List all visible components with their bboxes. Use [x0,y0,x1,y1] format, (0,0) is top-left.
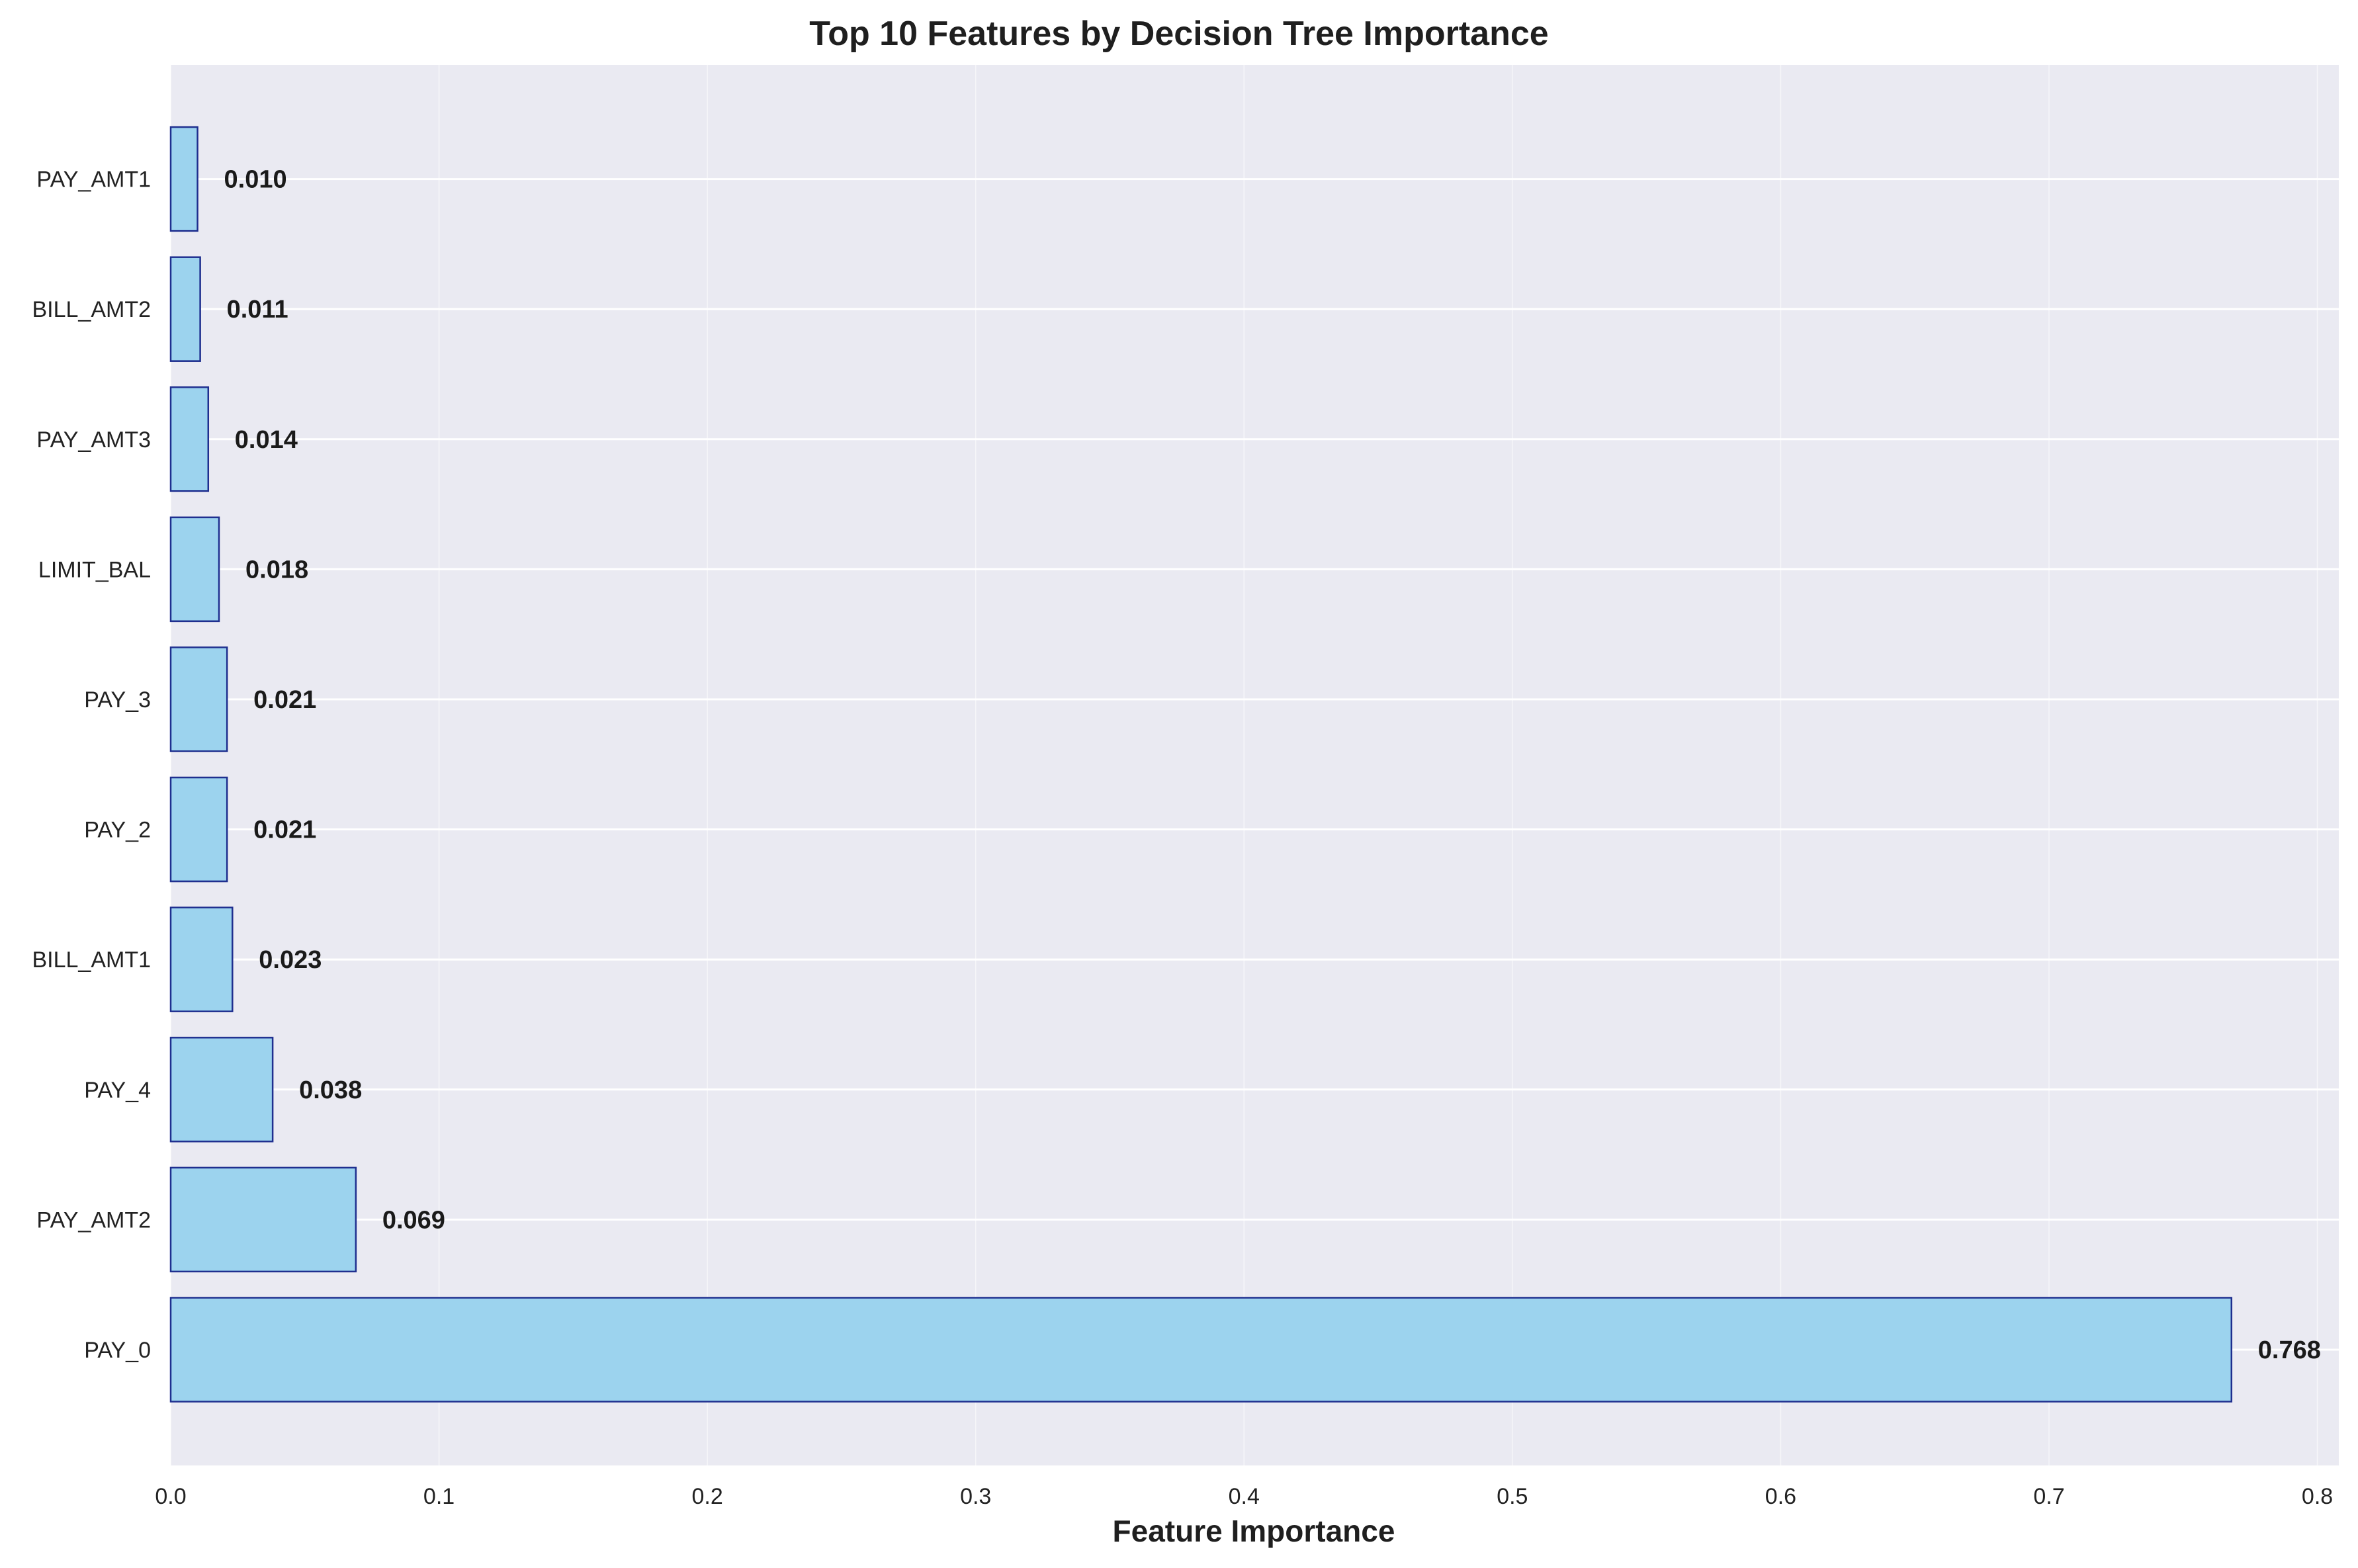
grid-layer [170,65,2339,1465]
y-tick-label: PAY_AMT3 [36,427,151,453]
y-tick-label: PAY_AMT1 [36,167,151,193]
data-label: 0.038 [299,1076,362,1104]
y-tick-label: BILL_AMT2 [32,297,151,322]
data-label: 0.010 [224,166,287,194]
x-tick-label: 0.3 [960,1484,991,1509]
y-tick-label: PAY_AMT2 [36,1207,151,1233]
x-tick-label: 0.6 [1765,1484,1796,1509]
bar [169,126,198,232]
plot-area [171,65,2339,1465]
bar [169,516,220,623]
x-tick-label: 0.0 [155,1484,186,1509]
chart-title: Top 10 Features by Decision Tree Importa… [809,15,1548,53]
y-tick-label: BILL_AMT1 [32,947,151,973]
y-tick-labels: PAY_0 PAY_AMT2 PAY_4 BILL_AMT1 PAY_2 PAY_3 LIM… [32,167,151,1363]
data-label: 0.018 [245,556,308,584]
y-tick-label: PAY_2 [84,818,151,843]
data-label: 0.011 [227,296,288,324]
x-tick-label: 0.2 [692,1484,723,1509]
x-tick-label: 0.5 [1497,1484,1528,1509]
data-label: 0.021 [253,686,316,714]
x-tick-label: 0.8 [2302,1484,2333,1509]
data-label: 0.023 [259,946,322,974]
y-tick-label: PAY_4 [84,1078,151,1103]
data-label: 0.014 [235,426,298,454]
data-label: 0.069 [382,1206,445,1234]
bar [169,776,228,883]
y-tick-label: LIMIT_BAL [38,557,151,582]
x-tick-label: 0.1 [423,1484,455,1509]
bar [169,1037,274,1143]
bar [169,1166,357,1273]
data-label: 0.021 [253,816,316,844]
x-tick-labels: 0.0 0.1 0.2 0.3 0.4 0.5 0.6 0.7 0.8 [155,1484,2333,1509]
bar [169,906,234,1012]
x-tick-label: 0.7 [2033,1484,2064,1509]
bar [169,386,210,492]
bar [169,646,228,752]
bar [169,1297,2233,1403]
value-label-layer: 0.768 0.069 0.038 0.023 0.021 0.021 0.018 0.014… [224,166,2321,1364]
y-tick-label: PAY_0 [84,1338,151,1363]
bar [169,256,201,362]
bar-layer [169,126,2233,1403]
x-tick-label: 0.4 [1229,1484,1260,1509]
y-tick-label: PAY_3 [84,687,151,713]
x-axis-label: Feature Importance [1113,1514,1395,1548]
data-label: 0.768 [2258,1336,2321,1364]
